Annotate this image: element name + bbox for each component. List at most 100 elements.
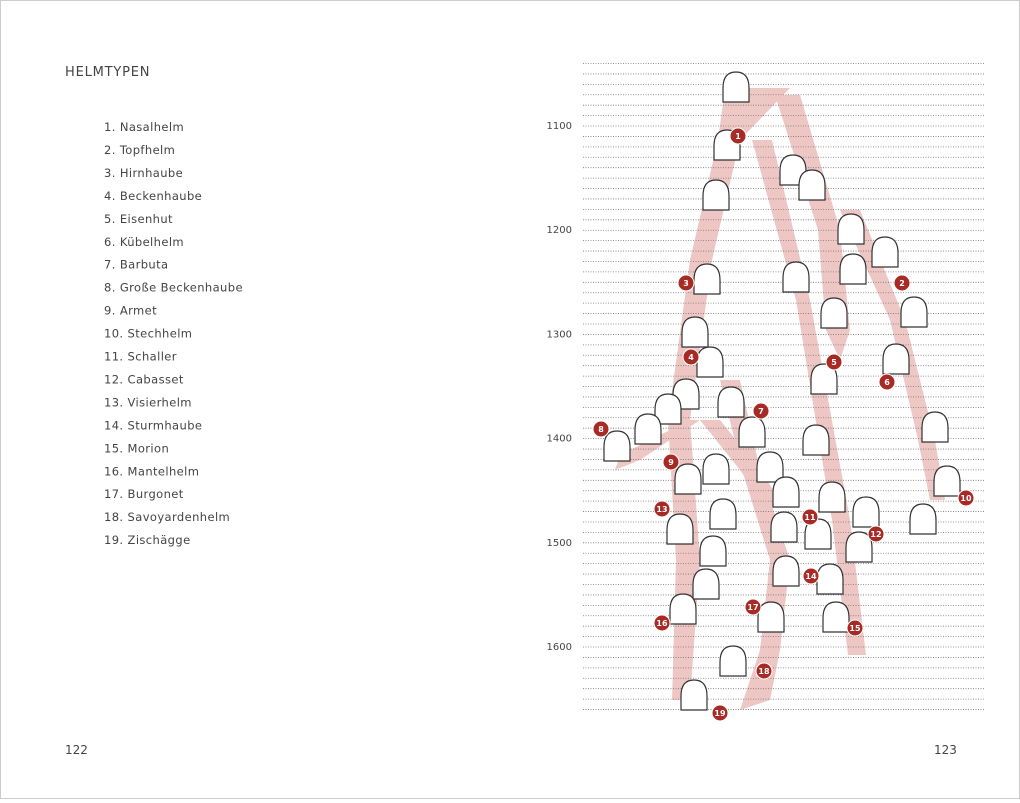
marker-badge (729, 127, 747, 145)
helmet-type-item: 2. Topfhelm (104, 143, 175, 157)
marker-badge (755, 662, 773, 680)
helmet-icon (900, 296, 928, 328)
marker-badge (893, 274, 911, 292)
marker-badge (867, 525, 885, 543)
marker-badge (744, 598, 762, 616)
helmet-icon (933, 465, 961, 497)
helmet-icon (757, 601, 785, 633)
helmet-icon (634, 413, 662, 445)
helmet-type-item: 15. Morion (104, 441, 169, 455)
helmet-icon (882, 343, 910, 375)
marker-badge (677, 274, 695, 292)
marker-number: 18 (758, 667, 770, 676)
helmet-icon (692, 568, 720, 600)
page-number: 123 (934, 743, 957, 757)
helmet-icon (702, 179, 730, 211)
marker-badge (846, 619, 864, 637)
helmet-type-item: 4. Beckenhaube (104, 189, 202, 203)
helmet-icon (666, 513, 694, 545)
marker-number: 8 (598, 425, 604, 434)
helmet-icon (871, 236, 899, 268)
marker-badge (592, 420, 610, 438)
year-label: 1400 (547, 434, 572, 445)
helmet-icon (810, 363, 838, 395)
marker-badge (682, 348, 700, 366)
helmet-icon (719, 645, 747, 677)
helmet-icon (669, 593, 697, 625)
helmet-type-item: 1. Nasalhelm (104, 120, 184, 134)
helmet-icon (802, 424, 830, 456)
marker-number: 12 (870, 530, 881, 539)
helmet-type-item: 5. Eisenhut (104, 212, 173, 226)
helmet-icon (699, 535, 727, 567)
marker-badge (653, 500, 671, 518)
helmet-type-item: 7. Barbuta (104, 258, 168, 272)
helmet-icon (693, 263, 721, 295)
page-title: HELMTYPEN (65, 65, 150, 80)
helmet-icon (909, 503, 937, 535)
year-label: 1600 (547, 642, 572, 653)
helmet-type-item: 8. Große Beckenhaube (104, 281, 243, 295)
helmet-icon (709, 498, 737, 530)
helmet-type-item: 16. Mantelhelm (104, 464, 199, 478)
marker-number: 9 (668, 458, 674, 467)
marker-badge (825, 353, 843, 371)
helmet-icon (818, 481, 846, 513)
year-label: 1300 (547, 329, 572, 340)
marker-badge (752, 402, 770, 420)
helmet-icon (820, 297, 848, 329)
marker-number: 1 (735, 132, 741, 141)
helmet-icon (756, 451, 784, 483)
helmet-type-item: 11. Schaller (104, 350, 177, 364)
marker-badge (802, 567, 820, 585)
helmet-icon (822, 601, 850, 633)
helmet-icon (681, 316, 709, 348)
helmet-icon (674, 463, 702, 495)
helmet-icon (852, 496, 880, 528)
marker-badge (711, 704, 729, 722)
helmet-icon (779, 154, 807, 186)
helmet-icon (839, 253, 867, 285)
marker-number: 4 (688, 353, 694, 362)
marker-number: 2 (899, 279, 905, 288)
helmet-icon (921, 411, 949, 443)
marker-badge (662, 453, 680, 471)
helmet-icon (770, 511, 798, 543)
helmet-icon (837, 213, 865, 245)
marker-number: 6 (884, 378, 890, 387)
marker-number: 14 (805, 572, 817, 581)
helmet-icon (722, 71, 750, 103)
helmet-icon (772, 476, 800, 508)
marker-number: 19 (714, 709, 726, 718)
marker-number: 16 (656, 619, 668, 628)
helmet-icon (845, 531, 873, 563)
helmet-icon (772, 555, 800, 587)
helmet-type-item: 17. Burgonet (104, 487, 184, 501)
page-number: 122 (65, 743, 88, 757)
marker-badge (801, 508, 819, 526)
marker-number: 3 (683, 279, 689, 288)
marker-number: 15 (849, 624, 861, 633)
helmet-illustrations (603, 71, 961, 711)
year-label: 1100 (547, 121, 572, 132)
helmet-icon (717, 386, 745, 418)
marker-badge (957, 489, 975, 507)
marker-number: 5 (831, 358, 837, 367)
helmet-icon (702, 453, 730, 485)
helmet-icon (696, 346, 724, 378)
helmet-icon (654, 393, 682, 425)
year-label: 1200 (547, 225, 572, 236)
marker-badge (653, 614, 671, 632)
helmet-icon (738, 416, 766, 448)
helmet-icon (680, 679, 708, 711)
marker-number: 10 (960, 494, 972, 503)
helmet-type-item: 6. Kübelhelm (104, 235, 184, 249)
helmet-type-item: 13. Visierhelm (104, 395, 192, 409)
helmet-icon (603, 430, 631, 462)
helmet-type-item: 14. Sturmhaube (104, 418, 202, 432)
marker-badge (878, 373, 896, 391)
helmet-type-item: 19. Zischägge (104, 533, 191, 547)
helmet-type-item: 12. Cabasset (104, 372, 184, 386)
